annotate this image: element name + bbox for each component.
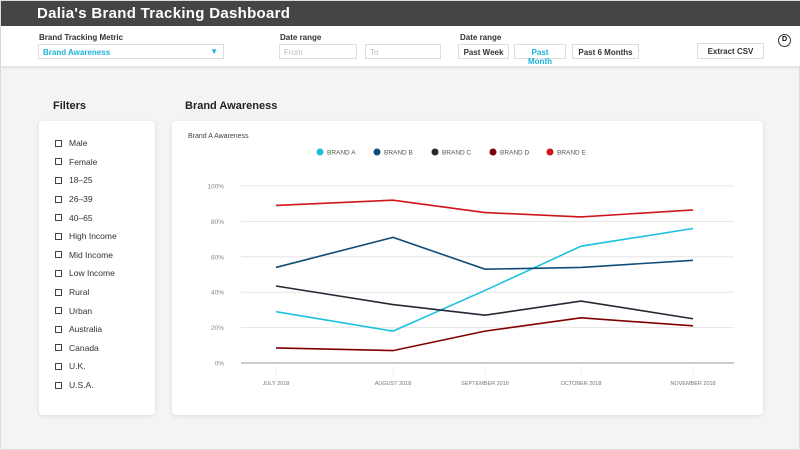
filter-item[interactable]: Low Income (39, 264, 155, 283)
filter-label: Female (69, 156, 98, 167)
series-line-brand-a (275, 227, 694, 332)
filter-item[interactable]: High Income (39, 227, 155, 246)
chart-card: Brand A Awareness 0% 20% 40% 60% 80% 100% JULY … (172, 121, 763, 415)
checkbox-icon[interactable] (55, 139, 62, 147)
page-title: Brand Awareness (185, 100, 278, 112)
filter-label: U.S.A. (69, 380, 94, 391)
chevron-down-icon: ▼ (210, 47, 218, 56)
filter-label: High Income (69, 231, 117, 242)
x-tick-label: AUGUST 2018 (375, 381, 412, 387)
filters-panel: Male Female 18–25 26–39 40–65 High Income Mid … (39, 121, 155, 415)
legend-marker (316, 148, 324, 156)
legend-label: BRAND B (384, 150, 413, 157)
metric-value: Brand Awareness (43, 48, 111, 57)
date-range-label: Date range (280, 33, 322, 42)
legend-marker (431, 148, 439, 156)
legend-marker (546, 148, 554, 156)
filter-label: Australia (69, 324, 103, 335)
filters-title: Filters (53, 100, 87, 112)
date-range-label-2: Date range (460, 33, 502, 42)
y-tick-label: 20% (211, 325, 224, 332)
checkbox-icon[interactable] (55, 325, 62, 333)
legend-marker (489, 148, 497, 156)
from-input[interactable]: From (279, 44, 357, 59)
past-week-button[interactable]: Past Week (458, 44, 509, 59)
filter-label: Urban (69, 305, 93, 316)
app-title: Dalia's Brand Tracking Dashboard (1, 1, 800, 26)
legend-label: BRAND A (327, 150, 356, 157)
filter-label: U.K. (69, 361, 86, 372)
filter-item[interactable]: Male (39, 134, 155, 153)
checkbox-icon[interactable] (55, 232, 62, 240)
filter-label: Low Income (69, 268, 115, 279)
checkbox-icon[interactable] (55, 195, 62, 203)
legend-marker (373, 148, 381, 156)
to-input[interactable]: To (365, 44, 441, 59)
y-tick-label: 100% (207, 184, 224, 191)
extract-csv-button[interactable]: Extract CSV (697, 43, 764, 59)
checkbox-icon[interactable] (55, 158, 62, 166)
filter-item[interactable]: Canada (39, 339, 155, 358)
filter-item[interactable]: 18–25 (39, 171, 155, 190)
filter-item[interactable]: U.S.A. (39, 376, 155, 395)
chart-title: Brand A Awareness (188, 133, 249, 140)
toolbar: Brand Tracking Metric Brand Awareness ▼ D… (1, 26, 800, 66)
checkbox-icon[interactable] (55, 288, 62, 296)
checkbox-icon[interactable] (55, 362, 62, 370)
checkbox-icon[interactable] (55, 269, 62, 277)
filter-item[interactable]: U.K. (39, 357, 155, 376)
checkbox-icon[interactable] (55, 214, 62, 222)
series-line-brand-b (275, 236, 694, 270)
past-month-button[interactable]: Past Month (514, 44, 566, 66)
x-tick-label: SEPTEMBER 2018 (461, 381, 509, 387)
line-chart: Brand A Awareness 0% 20% 40% 60% 80% 100% JULY … (188, 133, 734, 387)
past-6-months-button[interactable]: Past 6 Months (572, 44, 639, 59)
filter-label: 18–25 (69, 175, 93, 186)
x-tick-label: JULY 2018 (263, 381, 290, 387)
filter-item[interactable]: Mid Income (39, 246, 155, 265)
checkbox-icon[interactable] (55, 344, 62, 352)
filter-label: Male (69, 138, 88, 149)
filter-label: 26–39 (69, 194, 93, 205)
filter-label: Rural (69, 287, 90, 298)
series-line-brand-d (275, 317, 694, 352)
checkbox-icon[interactable] (55, 381, 62, 389)
series-line-brand-c (275, 285, 694, 320)
filter-item[interactable]: 26–39 (39, 190, 155, 209)
y-tick-label: 40% (211, 290, 224, 297)
filter-label: 40–65 (69, 212, 93, 223)
y-tick-label: 80% (211, 219, 224, 226)
metric-select[interactable]: Brand Awareness ▼ (38, 44, 224, 59)
filter-item[interactable]: Australia (39, 320, 155, 339)
metric-label: Brand Tracking Metric (39, 33, 124, 42)
filter-item[interactable]: Rural (39, 283, 155, 302)
y-tick-label: 0% (215, 361, 225, 368)
legend-label: BRAND E (557, 150, 587, 157)
filter-item[interactable]: 40–65 (39, 208, 155, 227)
filter-item[interactable]: Urban (39, 301, 155, 320)
x-tick-label: NOVEMBER 2018 (670, 381, 715, 387)
checkbox-icon[interactable] (55, 307, 62, 315)
user-avatar[interactable]: D (778, 34, 791, 47)
checkbox-icon[interactable] (55, 251, 62, 259)
filter-label: Mid Income (69, 249, 113, 260)
legend-label: BRAND C (442, 150, 472, 157)
checkbox-icon[interactable] (55, 176, 62, 184)
series-line-brand-e (275, 199, 694, 218)
filter-item[interactable]: Female (39, 153, 155, 172)
filter-label: Canada (69, 342, 99, 353)
y-tick-label: 60% (211, 254, 224, 261)
legend-label: BRAND D (500, 150, 530, 157)
x-tick-label: OCTOBER 2018 (561, 381, 602, 387)
